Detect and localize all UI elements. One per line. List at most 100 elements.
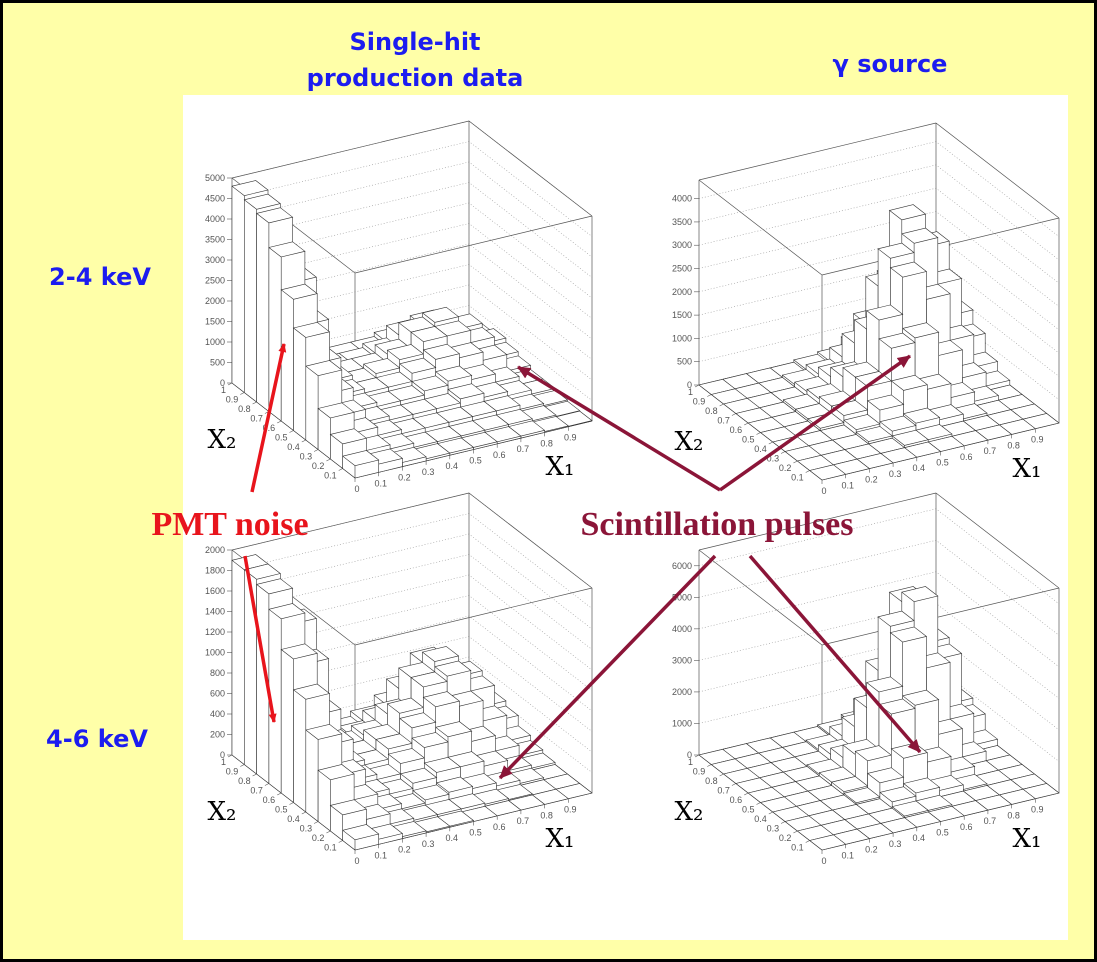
y-tick-label: 0.9 — [226, 395, 239, 405]
y-tick — [756, 432, 761, 435]
x-tick-label: 0.3 — [889, 469, 902, 479]
x-tick-label: 0.4 — [446, 461, 459, 471]
z-tick-label: 0 — [687, 750, 692, 760]
y-tick — [313, 821, 319, 824]
y-tick — [326, 458, 331, 462]
x-tick-label: 0.1 — [374, 478, 387, 488]
y-tick — [694, 754, 700, 758]
y-tick-label: 0.9 — [693, 397, 706, 407]
y-tick — [805, 840, 810, 843]
y-tick-label: 0.2 — [779, 833, 792, 843]
z-tick-label: 200 — [210, 730, 225, 740]
z-tick-label: 500 — [677, 357, 692, 367]
z-tick-label: 6000 — [672, 561, 692, 571]
z-tick-label: 1000 — [672, 333, 692, 343]
y-tick-label: 0.8 — [238, 776, 251, 786]
bar — [342, 450, 380, 479]
arrow — [517, 365, 721, 492]
y-tick-label: 0.3 — [767, 454, 780, 464]
z-tick-label: 500 — [210, 358, 225, 368]
z-tick-label: 5000 — [672, 592, 692, 602]
x-tick-label: 0.5 — [936, 828, 949, 838]
y-tick-label: 0.6 — [263, 795, 276, 805]
y-tick-label: 0.2 — [312, 833, 325, 843]
y-tick-label: 0.5 — [742, 435, 755, 445]
x-tick-label: 0 — [354, 856, 359, 866]
x-tick-label: 0.8 — [540, 810, 553, 820]
y-tick — [240, 764, 245, 767]
y-tick-label: 0.8 — [238, 404, 251, 414]
y-tick — [805, 470, 810, 473]
y-tick-label: 0.3 — [300, 452, 313, 462]
y-tick-label: 1 — [221, 385, 226, 395]
y-tick-label: 0.6 — [263, 423, 276, 433]
x-axis-label: X₁ — [546, 824, 575, 854]
y-tick-label: 0.7 — [717, 416, 730, 426]
lego-chart: 020040060080010001200140016001800200000.… — [205, 492, 593, 866]
x-tick-label: 0.2 — [865, 845, 878, 855]
z-tick-label: 2000 — [205, 545, 225, 555]
arrow — [250, 343, 287, 493]
z-tick-label: 0 — [220, 750, 225, 760]
arrow — [243, 555, 277, 723]
z-tick-label: 0 — [687, 380, 692, 390]
row-title: 2-4 keV — [49, 263, 151, 291]
y-tick-label: 0.2 — [312, 461, 325, 471]
x-tick-label: 0.5 — [469, 828, 482, 838]
y-tick-label: 1 — [221, 757, 226, 767]
y-tick — [793, 460, 798, 464]
y-tick — [768, 441, 773, 445]
z-tick-label: 2000 — [672, 287, 692, 297]
y-tick-label: 0.8 — [705, 776, 718, 786]
y-tick-label: 1 — [688, 387, 693, 397]
z-tick-label: 4500 — [205, 194, 225, 204]
bar — [809, 464, 847, 481]
y-tick — [793, 830, 798, 834]
y-tick-label: 0.4 — [287, 814, 300, 824]
x-tick-label: 0.4 — [446, 833, 459, 843]
y-tick-label: 0.1 — [791, 473, 804, 483]
arrows — [243, 343, 922, 780]
y-tick — [227, 382, 233, 386]
arrow — [718, 354, 912, 492]
y-tick — [694, 384, 700, 388]
z-tick-label: 0 — [220, 378, 225, 388]
z-tick-label: 5000 — [205, 173, 225, 183]
y-tick — [313, 449, 319, 452]
arrow — [748, 554, 922, 754]
z-tick-label: 2500 — [205, 276, 225, 286]
x-tick-label: 0 — [821, 856, 826, 866]
y-tick — [719, 773, 724, 777]
z-tick-label: 1800 — [205, 566, 225, 576]
annotation: PMT noise — [151, 506, 308, 543]
y-tick-label: 0.4 — [754, 444, 767, 454]
arrow — [498, 554, 717, 780]
x-tick-label: 0.3 — [422, 839, 435, 849]
z-tick-label: 4000 — [205, 214, 225, 224]
x-tick-label: 0.1 — [841, 850, 854, 860]
z-tick-label: 2000 — [205, 296, 225, 306]
annotation: Scintillation pulses — [580, 506, 853, 543]
x-tick-label: 0.2 — [398, 473, 411, 483]
y-tick-label: 0.6 — [730, 425, 743, 435]
x-tick-label: 0.5 — [936, 458, 949, 468]
bar — [342, 824, 380, 851]
y-tick — [780, 451, 786, 454]
z-tick-label: 2000 — [672, 687, 692, 697]
y-tick — [756, 802, 761, 805]
x-tick-label: 0 — [354, 484, 359, 494]
x-tick-label: 0.1 — [374, 850, 387, 860]
z-tick-label: 1600 — [205, 586, 225, 596]
y-tick — [707, 394, 712, 397]
y-tick — [277, 792, 282, 796]
z-tick-label: 3500 — [672, 217, 692, 227]
z-tick-label: 1500 — [672, 310, 692, 320]
x-tick-label: 0.9 — [1031, 435, 1044, 445]
x-axis-label: X₁ — [1013, 454, 1042, 484]
y-tick — [264, 783, 270, 786]
y-tick-label: 0.8 — [705, 406, 718, 416]
y-tick — [707, 764, 712, 767]
y-tick — [719, 403, 724, 407]
x-tick-label: 0.6 — [960, 822, 973, 832]
